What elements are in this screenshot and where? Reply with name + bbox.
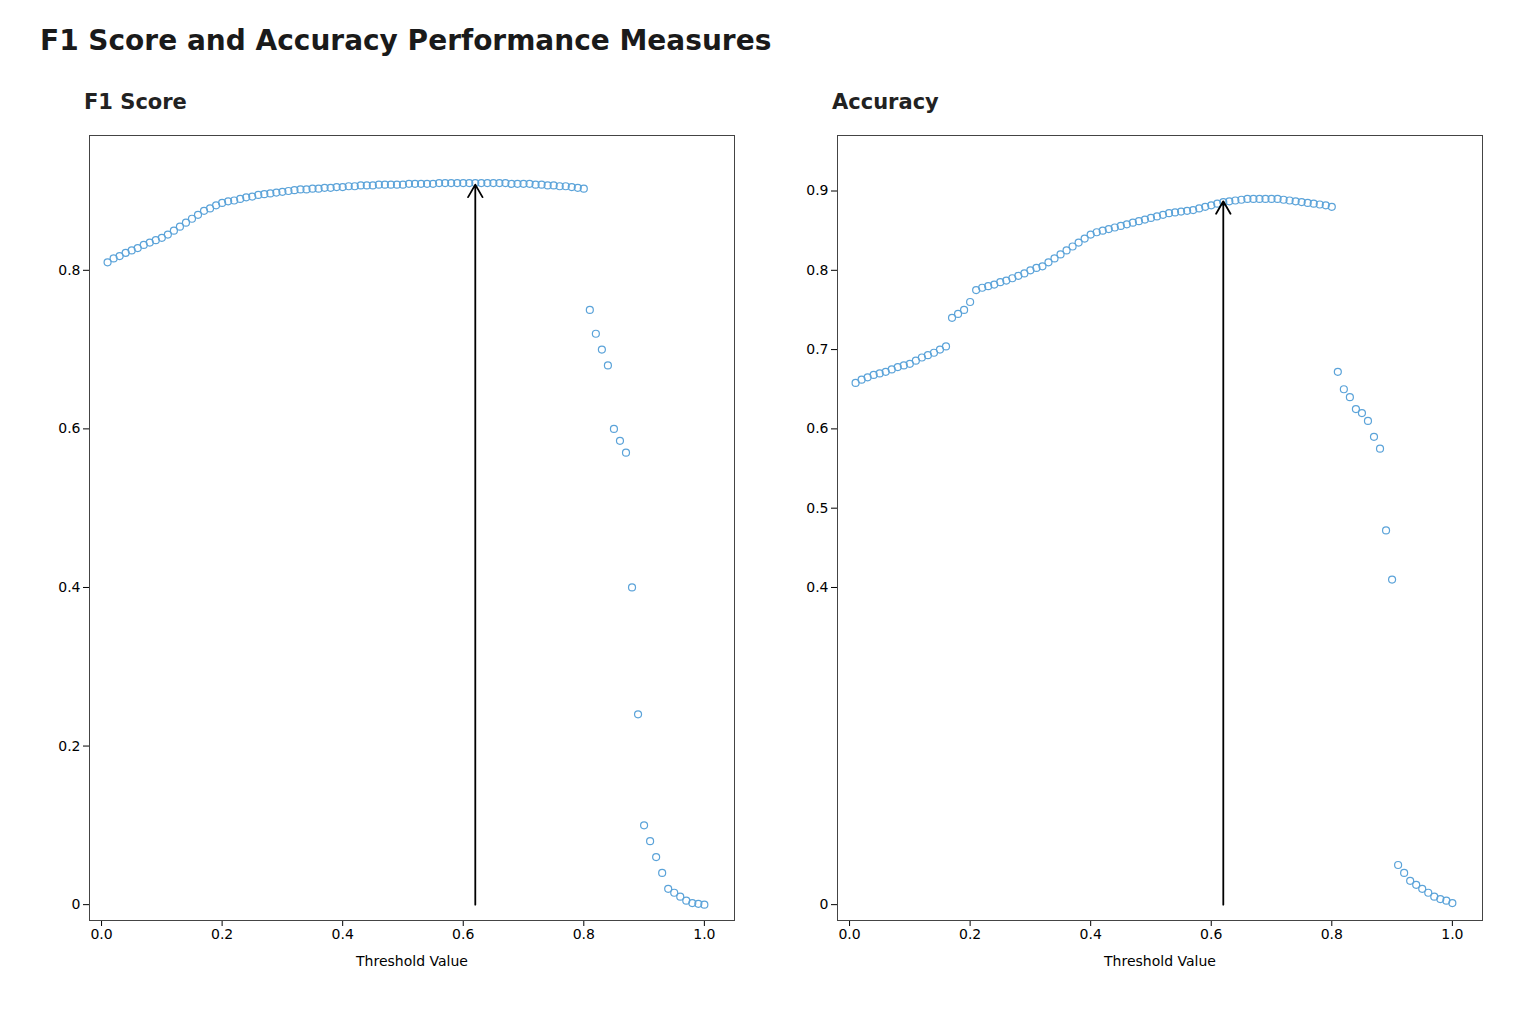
svg-text:0.7: 0.7 xyxy=(806,341,828,357)
svg-text:0.4: 0.4 xyxy=(58,579,80,595)
html-text:Accuracy: Accuracy xyxy=(832,90,939,114)
svg-text:0.4: 0.4 xyxy=(332,926,354,942)
html-text:F1 Score: F1 Score xyxy=(84,90,187,114)
svg-text:0.6: 0.6 xyxy=(452,926,474,942)
svg-text:0.6: 0.6 xyxy=(806,420,828,436)
svg-text:0.0: 0.0 xyxy=(838,926,860,942)
svg-text:0.4: 0.4 xyxy=(1080,926,1102,942)
svg-text:1.0: 1.0 xyxy=(693,926,715,942)
svg-text:0.8: 0.8 xyxy=(573,926,595,942)
svg-text:0.4: 0.4 xyxy=(806,579,828,595)
svg-text:Threshold Value: Threshold Value xyxy=(1103,953,1216,969)
svg-text:0.2: 0.2 xyxy=(58,738,80,754)
svg-text:0.2: 0.2 xyxy=(211,926,233,942)
svg-text:0.6: 0.6 xyxy=(58,420,80,436)
svg-text:0.0: 0.0 xyxy=(90,926,112,942)
svg-text:0.5: 0.5 xyxy=(806,500,828,516)
svg-text:1.0: 1.0 xyxy=(1441,926,1463,942)
svg-text:0.9: 0.9 xyxy=(806,182,828,198)
svg-text:0.2: 0.2 xyxy=(959,926,981,942)
svg-text:0.6: 0.6 xyxy=(1200,926,1222,942)
svg-text:0.8: 0.8 xyxy=(58,262,80,278)
svg-text:0.8: 0.8 xyxy=(1321,926,1343,942)
svg-text:0.8: 0.8 xyxy=(806,262,828,278)
svg-text:0: 0 xyxy=(72,896,81,912)
html-text:F1 Score and Accuracy Performa: F1 Score and Accuracy Performance Measur… xyxy=(40,23,772,57)
svg-text:Threshold Value: Threshold Value xyxy=(355,953,468,969)
svg-text:0: 0 xyxy=(820,896,829,912)
